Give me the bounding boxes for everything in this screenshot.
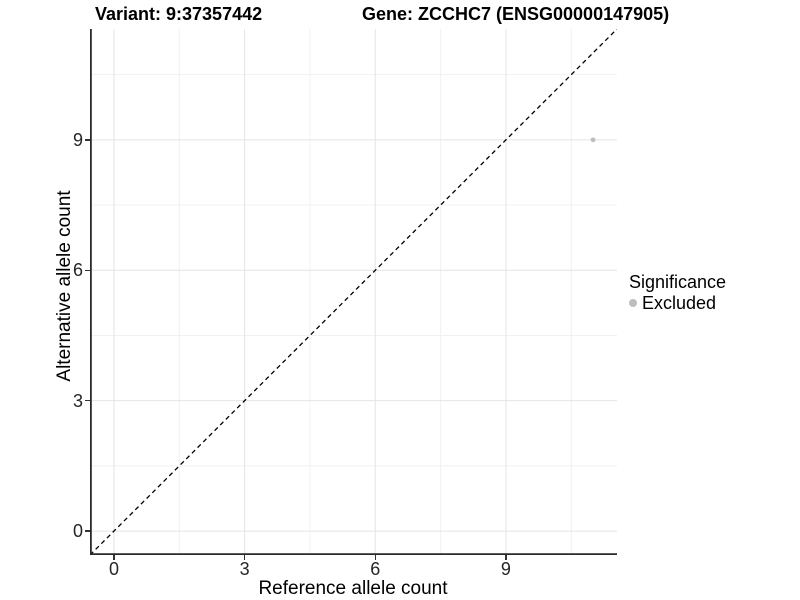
- identity-dashed-line: [90, 29, 617, 555]
- x-tick-mark: [505, 555, 507, 560]
- y-tick-label: 9: [72, 129, 83, 150]
- plot-title-gene: Gene: ZCCHC7 (ENSG00000147905): [362, 4, 670, 24]
- plot-canvas: [90, 29, 617, 555]
- x-tick-label: 0: [108, 559, 119, 579]
- legend-item-excluded: Excluded: [629, 293, 726, 313]
- plot-title-variant: Variant: 9:37357442: [95, 4, 263, 24]
- legend-title: Significance: [629, 272, 727, 292]
- legend-point-icon: [629, 299, 637, 307]
- y-tick-label: 6: [72, 260, 83, 281]
- data-point: [590, 137, 596, 143]
- x-axis-title: Reference allele count: [258, 578, 448, 599]
- x-tick-mark: [243, 555, 246, 560]
- x-tick-label: 3: [239, 559, 250, 579]
- x-tick-label: 6: [370, 559, 381, 579]
- y-tick-mark: [85, 269, 90, 271]
- y-tick-mark: [85, 139, 90, 141]
- y-axis-title: Alternative allele count: [54, 190, 75, 382]
- plot-panel: [90, 29, 617, 555]
- y-tick-label: 3: [72, 390, 83, 411]
- legend-item-label: Excluded: [642, 293, 717, 313]
- x-tick-mark: [374, 555, 377, 560]
- x-tick-mark: [113, 555, 115, 560]
- x-tick-label: 9: [500, 559, 511, 579]
- y-tick-mark: [85, 530, 90, 532]
- y-tick-mark: [85, 399, 90, 402]
- legend: Significance Excluded: [629, 272, 726, 313]
- y-tick-label: 0: [72, 521, 83, 542]
